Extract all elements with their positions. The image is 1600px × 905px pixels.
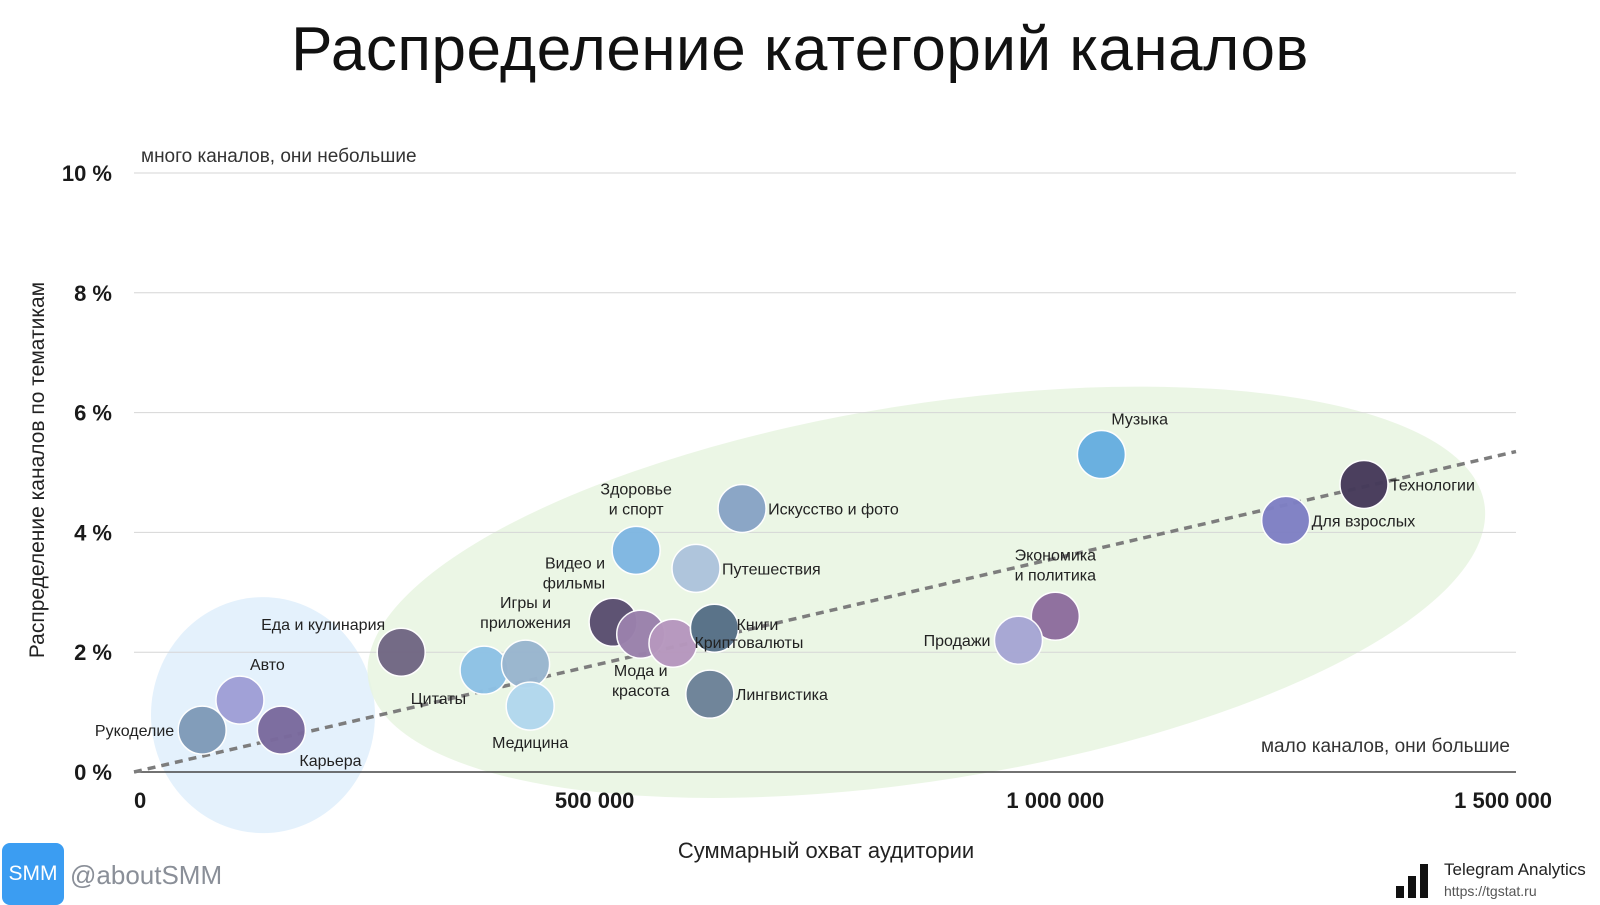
data-point: [1339, 459, 1389, 510]
y-tick-label: 10 %: [62, 161, 112, 186]
smm-logo: SMM: [2, 843, 64, 905]
data-point: [717, 483, 767, 534]
x-tick-label: 0: [134, 788, 146, 813]
data-point: [256, 705, 307, 755]
y-tick-label: 4 %: [74, 520, 112, 545]
point-label: Продажи: [924, 633, 991, 650]
bar-chart-icon: [1396, 864, 1428, 898]
point-label: Технологии: [1390, 477, 1475, 494]
data-point: [505, 681, 555, 731]
point-label: Для взрослых: [1312, 513, 1416, 530]
point-label: Экономика и политика: [1015, 547, 1097, 584]
chart-title: Распределение категорий каналов: [291, 15, 1309, 84]
labels-layer: Рукоделие Авто Карьера Еда и кулинария Цитат…: [95, 412, 1475, 771]
point-label: Музыка: [1111, 412, 1168, 429]
author-handle: @aboutSMM: [70, 860, 223, 890]
data-point: [459, 645, 509, 695]
grid-layer: [134, 172, 1516, 773]
data-point: [500, 639, 551, 689]
ticks-layer: 0 % 2 % 4 % 6 % 8 % 10 % 0 500 000 1 000 000 1 50…: [62, 161, 1552, 813]
data-point: [689, 603, 740, 653]
data-point: [177, 705, 227, 755]
cluster-ellipse: [367, 386, 1486, 798]
cluster-layer: [150, 386, 1486, 834]
data-point: [376, 627, 426, 677]
data-point: [993, 615, 1044, 665]
data-point: [671, 543, 721, 594]
data-point: [611, 525, 661, 576]
point-label: Путешествия: [722, 561, 821, 578]
y-tick-label: 8 %: [74, 281, 112, 306]
point-label: Игры и приложения: [480, 595, 571, 632]
point-label: Авто: [250, 657, 285, 674]
point-label: Криптовалюты: [694, 635, 803, 652]
point-label: Медицина: [492, 735, 568, 752]
data-point: [685, 669, 735, 719]
annotations-layer: много каналов, они небольшие мало каналов…: [141, 146, 1510, 757]
data-point: [1076, 429, 1127, 480]
x-tick-label: 1 000 000: [1006, 788, 1104, 813]
x-axis-label: Суммарный охват аудитории: [677, 838, 975, 863]
y-tick-label: 6 %: [74, 401, 112, 426]
annotation-bottom-right: мало каналов, они большие: [1261, 736, 1510, 757]
y-tick-label: 0 %: [74, 760, 112, 785]
point-label: Книги: [736, 617, 778, 634]
data-point: [215, 675, 265, 725]
data-point: [1030, 591, 1081, 642]
point-label: Здоровье и спорт: [600, 481, 672, 518]
point-label: Карьера: [299, 753, 361, 770]
point-label: Цитаты: [411, 691, 466, 708]
point-label: Искусство и фото: [768, 501, 899, 518]
source-name: Telegram Analytics: [1444, 860, 1586, 879]
y-axis-label: Распределение каналов по тематикам: [26, 281, 49, 659]
x-tick-label: 1 500 000: [1454, 788, 1552, 813]
y-tick-label: 2 %: [74, 640, 112, 665]
x-tick-label: 500 000: [555, 788, 635, 813]
point-label: Мода и красота: [612, 663, 670, 700]
point-label: Лингвистика: [736, 687, 828, 704]
point-label: Еда и кулинария: [261, 617, 385, 634]
data-point: [1260, 495, 1311, 546]
point-label: Видео и фильмы: [543, 555, 605, 592]
points-layer: [177, 429, 1389, 755]
annotation-top-left: много каналов, они небольшие: [141, 146, 417, 167]
source-url: https://tgstat.ru: [1444, 883, 1537, 899]
point-label: Рукоделие: [95, 723, 174, 740]
